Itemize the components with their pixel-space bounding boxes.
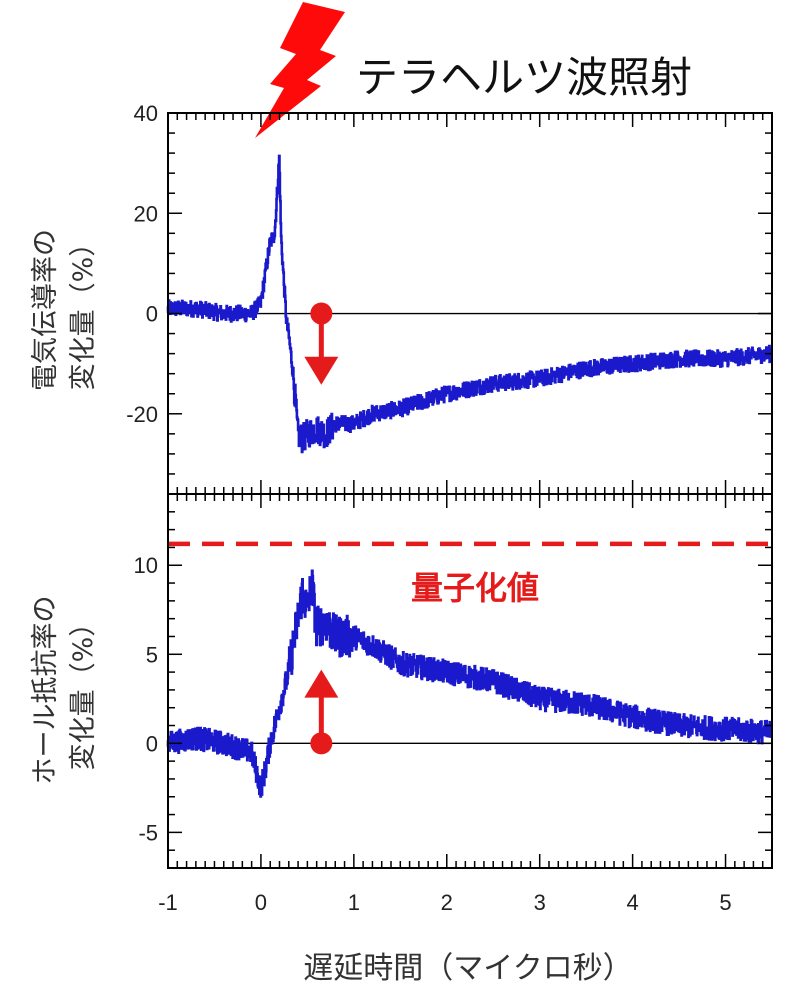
arrow-head bbox=[304, 669, 339, 698]
x-tick-label: 1 bbox=[348, 890, 360, 915]
y-tick-label: 10 bbox=[134, 553, 158, 578]
x-tick-label: 5 bbox=[719, 890, 731, 915]
top-ylabel-line1: 電気伝導率の bbox=[30, 229, 61, 391]
conductivity-panel: 40 20 0 -20 bbox=[126, 101, 773, 495]
x-tick-label: -1 bbox=[158, 890, 178, 915]
x-axis-label: 遅延時間（マイクロ秒） bbox=[303, 951, 632, 986]
x-tick-label: 4 bbox=[626, 890, 638, 915]
quantized-value-label: 量子化値 bbox=[411, 569, 539, 607]
y-tick-label: 0 bbox=[146, 731, 158, 756]
x-tick-label: 3 bbox=[534, 890, 546, 915]
top-ylabel: 電気伝導率の 変化量（%） bbox=[30, 229, 99, 391]
x-tick-label: 2 bbox=[441, 890, 453, 915]
bottom-ylabel-line2: 変化量（%） bbox=[68, 610, 99, 771]
chart-title: テラヘルツ波照射 bbox=[356, 53, 692, 102]
x-tick-label: 0 bbox=[255, 890, 267, 915]
y-tick-label: 5 bbox=[146, 642, 158, 667]
y-tick-label: 0 bbox=[146, 302, 158, 327]
y-tick-label: 40 bbox=[134, 101, 158, 126]
bottom-ylabel: ホール抵抗率の 変化量（%） bbox=[30, 596, 99, 785]
y-tick-label: 20 bbox=[134, 201, 158, 226]
marker-dot bbox=[310, 302, 333, 325]
data-series-line bbox=[166, 569, 773, 798]
lightning-bolt-icon bbox=[255, 2, 345, 138]
marker-dot bbox=[310, 732, 333, 755]
y-tick-label: -5 bbox=[138, 820, 158, 845]
data-series-line bbox=[166, 154, 773, 454]
y-tick-label: -20 bbox=[126, 402, 158, 427]
bottom-ylabel-line1: ホール抵抗率の bbox=[30, 596, 61, 785]
top-ylabel-line2: 変化量（%） bbox=[68, 230, 99, 391]
arrow-head bbox=[304, 356, 339, 385]
plot-frame bbox=[167, 493, 773, 869]
hall-panel: 量子化値 10 5 0 -5 -1 0 1 2 3 4 5 bbox=[134, 493, 773, 915]
